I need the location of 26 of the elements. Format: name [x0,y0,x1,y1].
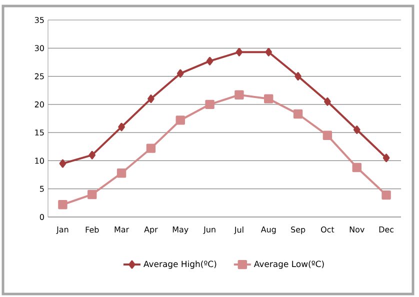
legend-label: Average High(ºC) [144,260,216,269]
point [293,109,303,119]
point [234,90,244,100]
point [236,48,243,56]
legend-label: Average Low(ºC) [254,260,324,269]
point [264,94,274,104]
point [88,150,96,160]
point [176,69,184,78]
point [352,162,362,172]
point [294,72,302,80]
point [324,97,331,106]
point [59,159,66,168]
point [265,48,272,56]
point [382,154,390,162]
point [176,116,185,125]
point [146,144,156,153]
point [118,122,125,132]
point [88,190,97,200]
point [205,100,214,110]
point [322,130,332,140]
point [382,190,391,200]
point [148,94,154,103]
point [58,200,68,210]
point [116,168,126,178]
point [353,126,360,134]
point [206,56,214,66]
